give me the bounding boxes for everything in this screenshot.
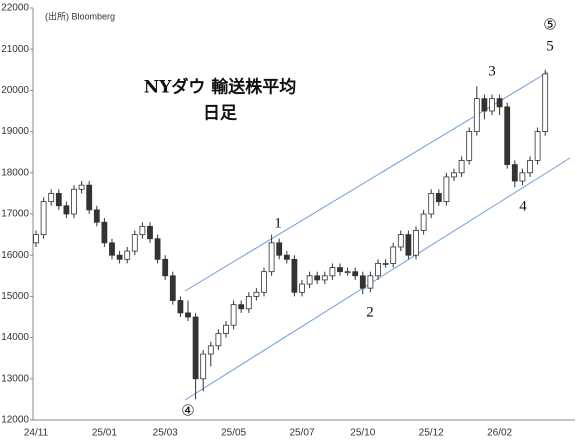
candle-body xyxy=(109,242,115,256)
wave-label: ④ xyxy=(181,403,194,419)
candle-body xyxy=(207,345,214,355)
candle-body xyxy=(71,188,77,215)
wave-label: 4 xyxy=(519,198,527,214)
candle-body xyxy=(276,242,283,256)
candle-body xyxy=(375,263,381,277)
candle-body xyxy=(238,304,245,310)
y-tick-label: 17000 xyxy=(1,209,29,220)
candle-body xyxy=(177,300,184,314)
candle-body xyxy=(291,258,298,293)
y-tick-label: 14000 xyxy=(1,332,29,343)
candle-body xyxy=(321,275,328,281)
candle-body xyxy=(344,271,351,274)
channel-upper xyxy=(184,71,549,292)
candle-body xyxy=(200,353,207,380)
candle-body xyxy=(185,312,191,318)
candle-body xyxy=(154,238,161,260)
y-tick-label: 20000 xyxy=(1,85,29,96)
candle-body xyxy=(420,213,427,231)
x-tick-label: 24/11 xyxy=(24,428,49,439)
candle-body xyxy=(33,234,39,244)
candle-body xyxy=(268,242,275,273)
candle-body xyxy=(253,291,260,297)
candle-body xyxy=(329,267,336,277)
candle-body xyxy=(390,246,397,264)
candle-body xyxy=(382,263,389,265)
y-tick-label: 15000 xyxy=(1,291,29,302)
candle-body xyxy=(314,275,321,281)
candle-body xyxy=(131,234,138,252)
y-tick-label: 19000 xyxy=(1,126,29,137)
candle-body xyxy=(511,164,518,182)
candle-body xyxy=(116,254,123,260)
candle-body xyxy=(139,225,146,236)
y-tick-label: 21000 xyxy=(1,44,29,55)
candle-body xyxy=(542,73,549,132)
candle-body xyxy=(451,172,457,178)
candle-body xyxy=(489,98,495,112)
candle-body xyxy=(443,176,450,203)
candle-body xyxy=(352,271,359,277)
candle-body xyxy=(147,225,153,240)
candle-body xyxy=(78,184,85,190)
candle-body xyxy=(359,275,366,289)
source: (出所) Bloomberg xyxy=(45,10,115,21)
wave-label: ⑤ xyxy=(543,17,556,33)
candle-body xyxy=(169,275,176,301)
candle-body xyxy=(397,234,404,248)
candle-body xyxy=(124,250,131,260)
candle-body xyxy=(337,267,343,273)
candle-body xyxy=(473,98,480,132)
wave-label: 1 xyxy=(274,215,282,231)
x-tick-label: 25/03 xyxy=(153,428,178,439)
candle-body xyxy=(48,192,55,203)
candle-body xyxy=(466,131,473,161)
x-tick-label: 25/05 xyxy=(221,428,246,439)
wave-label: 2 xyxy=(366,304,374,320)
y-tick-label: 18000 xyxy=(1,167,29,178)
candle-body xyxy=(283,254,290,260)
candle-body xyxy=(215,333,222,347)
wave-label: 3 xyxy=(488,63,496,79)
y-tick-label: 12000 xyxy=(1,415,29,426)
candle-body xyxy=(86,184,93,211)
candle-body xyxy=(481,98,488,112)
x-tick-label: 25/10 xyxy=(350,428,375,439)
candle-body xyxy=(162,258,169,277)
y-tick-label: 16000 xyxy=(1,250,29,261)
x-tick-label: 25/12 xyxy=(419,428,444,439)
candle-body xyxy=(55,192,62,207)
candle-body xyxy=(458,160,465,174)
candle-body xyxy=(496,98,503,108)
candle-body xyxy=(428,192,435,215)
candle-body xyxy=(299,283,305,293)
candle-body xyxy=(245,295,252,310)
candle-body xyxy=(504,106,511,165)
candle-body xyxy=(93,209,100,223)
x-tick-label: 26/02 xyxy=(487,428,512,439)
chart-title: NYダウ 輸送株平均 xyxy=(144,77,297,98)
candle-body xyxy=(306,275,313,285)
candle-body xyxy=(261,271,267,293)
candle-body xyxy=(534,131,541,161)
x-tick-label: 25/07 xyxy=(289,428,314,439)
candle-body xyxy=(223,324,229,334)
candle-body xyxy=(413,230,419,256)
candle-body xyxy=(101,221,108,244)
candle-body xyxy=(435,192,442,203)
candle-body xyxy=(230,304,237,326)
candle-body xyxy=(527,160,533,174)
candle-body xyxy=(405,234,412,256)
y-tick-label: 13000 xyxy=(1,373,29,384)
wave-label: 5 xyxy=(546,38,554,54)
candle-body xyxy=(40,201,47,235)
chart-subtitle: 日足 xyxy=(203,104,237,124)
x-tick-label: 25/01 xyxy=(92,428,117,439)
candle-body xyxy=(63,205,70,215)
candle-body xyxy=(367,275,374,289)
candle-body xyxy=(192,316,199,380)
candle-body xyxy=(519,172,526,182)
y-tick-label: 22000 xyxy=(1,3,29,14)
